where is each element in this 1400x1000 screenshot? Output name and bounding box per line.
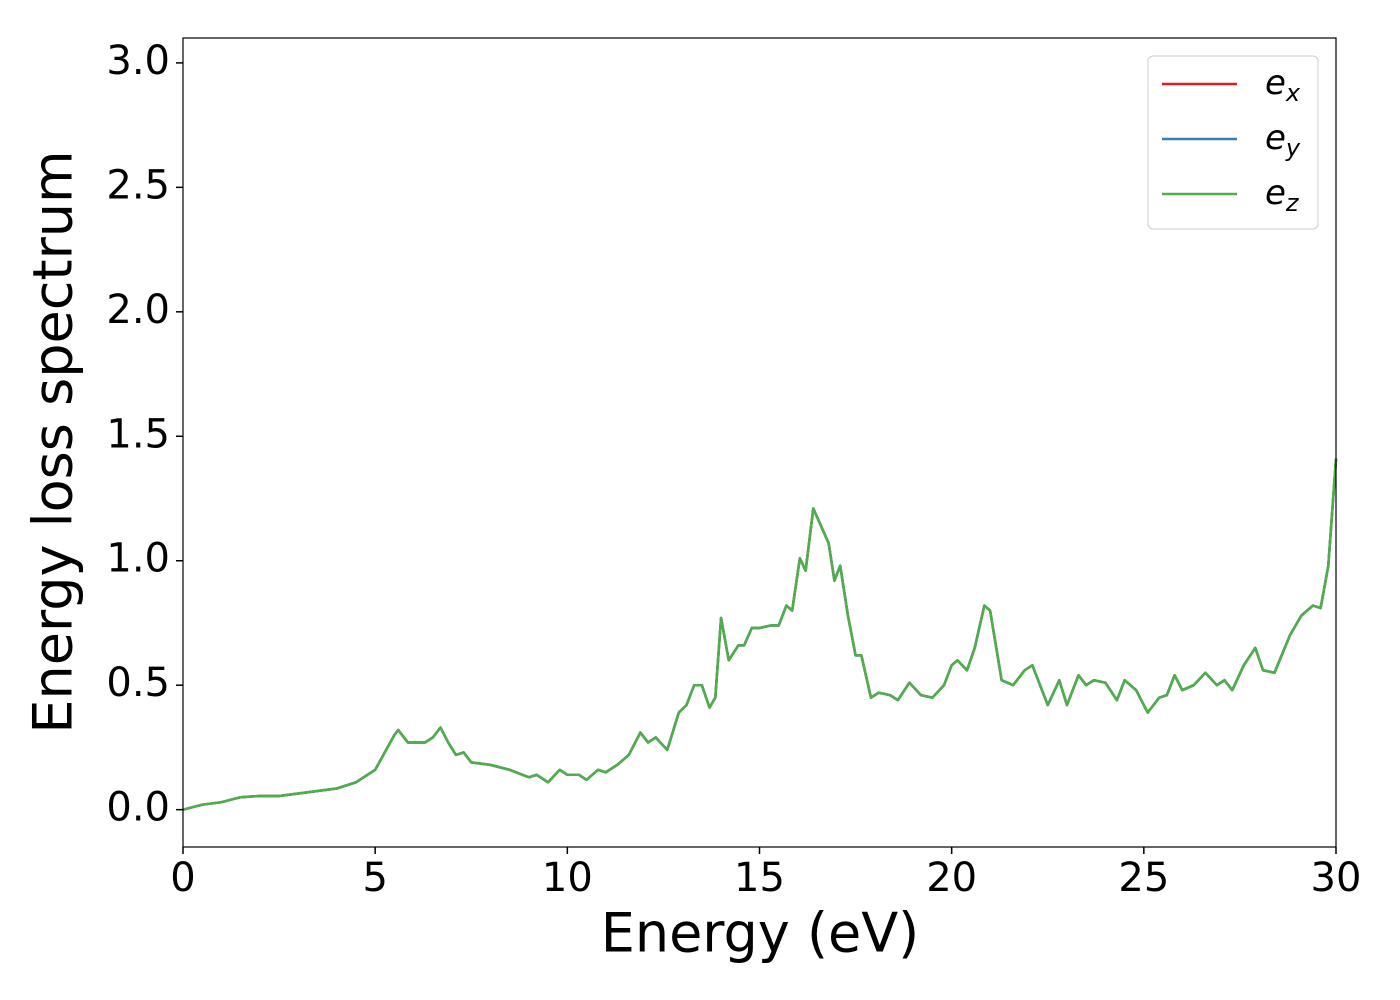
y-axis-label: Energy loss spectrum bbox=[22, 150, 85, 733]
y-tick-label: 0.0 bbox=[106, 785, 170, 831]
x-tick-label: 30 bbox=[1311, 855, 1362, 901]
series-line bbox=[182, 458, 1338, 811]
y-tick-label: 3.0 bbox=[106, 38, 170, 84]
x-axis-label: Energy (eV) bbox=[601, 902, 920, 965]
x-tick-label: 25 bbox=[1118, 855, 1169, 901]
y-tick-label: 1.5 bbox=[106, 411, 170, 457]
y-tick-label: 2.0 bbox=[106, 287, 170, 333]
legend-label: ez bbox=[1265, 173, 1300, 218]
y-tick-label: 2.5 bbox=[106, 162, 170, 208]
legend-label: ey bbox=[1265, 118, 1301, 163]
plot-frame bbox=[182, 37, 1337, 848]
x-tick-label: 10 bbox=[542, 855, 593, 901]
legend-label: ex bbox=[1265, 63, 1301, 108]
series-line bbox=[182, 458, 1338, 811]
x-tick-label: 0 bbox=[170, 855, 195, 901]
series-line bbox=[182, 458, 1338, 811]
y-tick-label: 0.5 bbox=[106, 660, 170, 706]
y-tick-label: 1.0 bbox=[106, 536, 170, 582]
x-tick-label: 15 bbox=[734, 855, 785, 901]
x-tick-label: 20 bbox=[926, 855, 977, 901]
x-tick-label: 5 bbox=[362, 855, 387, 901]
legend-box bbox=[1147, 55, 1319, 230]
